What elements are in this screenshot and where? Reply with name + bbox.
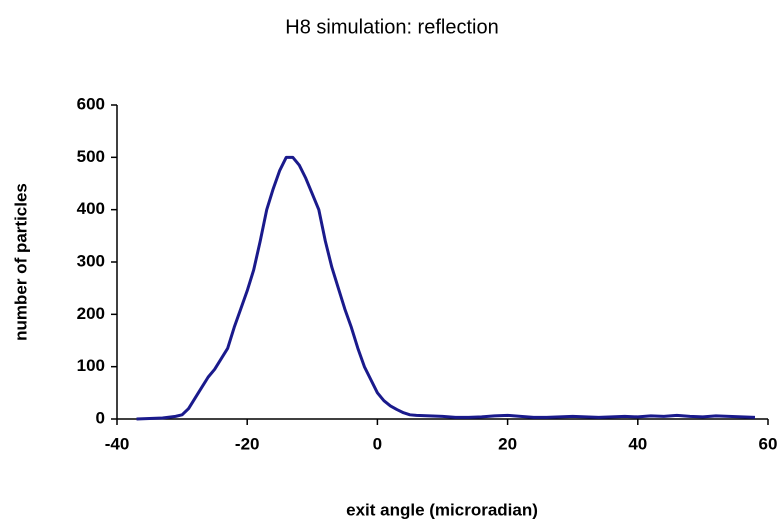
y-tick-label: 400 (77, 199, 105, 218)
y-axis-label: number of particles (11, 183, 30, 341)
x-tick-label: -20 (235, 434, 260, 453)
y-tick-label: 200 (77, 304, 105, 323)
data-line (136, 155, 756, 421)
y-tick-label: 300 (77, 251, 105, 270)
x-tick-label: 0 (373, 434, 382, 453)
x-tick-label: 20 (498, 434, 517, 453)
x-tick-label: 60 (759, 434, 778, 453)
x-tick-label: -40 (105, 434, 130, 453)
y-tick-label: 600 (77, 94, 105, 113)
y-tick-label: 500 (77, 147, 105, 166)
chart-title: H8 simulation: reflection (285, 16, 498, 38)
y-tick-label: 100 (77, 356, 105, 375)
x-axis-label: exit angle (microradian) (346, 500, 538, 519)
x-tick-label: 40 (628, 434, 647, 453)
y-tick-label: 0 (96, 408, 105, 427)
